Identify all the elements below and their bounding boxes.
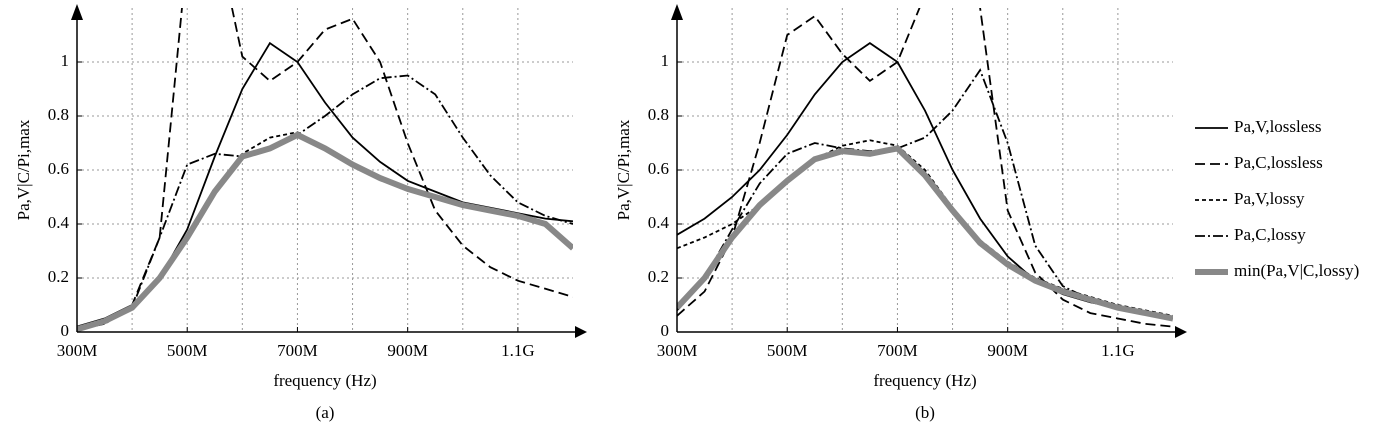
x-tick-label: 1.1G [1101,341,1135,360]
y-tick-label: 0 [661,321,670,340]
x-tick-label: 500M [767,341,808,360]
x-tick-label: 900M [387,341,428,360]
y-axis-label: Pa,V|C/Pi,max [614,119,633,220]
series-line [677,42,1173,320]
x-tick-label: 900M [987,341,1028,360]
series-line [77,131,573,331]
series-line [677,145,1173,322]
series-line [677,8,1173,328]
y-tick-label: 0.2 [48,267,69,286]
y-tick-label: 1 [61,51,70,70]
x-axis-arrow [1175,326,1187,338]
x-tick-label: 300M [657,341,698,360]
y-tick-label: 0.4 [48,213,70,232]
series-line [77,74,573,331]
legend-label: min(Pa,V|C,lossy) [1234,261,1359,280]
plot-area [77,8,573,332]
legend-label: Pa,V,lossless [1234,117,1322,136]
x-axis-label: frequency (Hz) [873,371,976,390]
x-tick-label: 700M [277,341,318,360]
series-line [677,139,1173,317]
y-tick-label: 0.6 [648,159,669,178]
x-tick-label: 500M [167,341,208,360]
x-tick-label: 1.1G [501,341,535,360]
y-tick-label: 0.8 [648,105,669,124]
series-line [77,131,573,332]
x-axis-label: frequency (Hz) [273,371,376,390]
x-tick-label: 300M [57,341,98,360]
series-line [77,8,573,331]
y-tick-label: 0.2 [648,267,669,286]
legend-label: Pa,V,lossy [1234,189,1305,208]
y-tick-label: 0.6 [48,159,69,178]
legend-label: Pa,C,lossless [1234,153,1323,172]
y-tick-label: 1 [661,51,670,70]
plot-area [677,8,1173,328]
caption: (a) [316,403,335,422]
y-tick-label: 0.8 [48,105,69,124]
y-tick-label: 0 [61,321,70,340]
x-tick-label: 700M [877,341,918,360]
caption: (b) [915,403,935,422]
legend-label: Pa,C,lossy [1234,225,1306,244]
y-tick-label: 0.4 [648,213,670,232]
y-axis-arrow [71,4,83,20]
y-axis-arrow [671,4,683,20]
y-axis-label: Pa,V|C/Pi,max [14,119,33,220]
x-axis-arrow [575,326,587,338]
series-line [677,68,1173,320]
